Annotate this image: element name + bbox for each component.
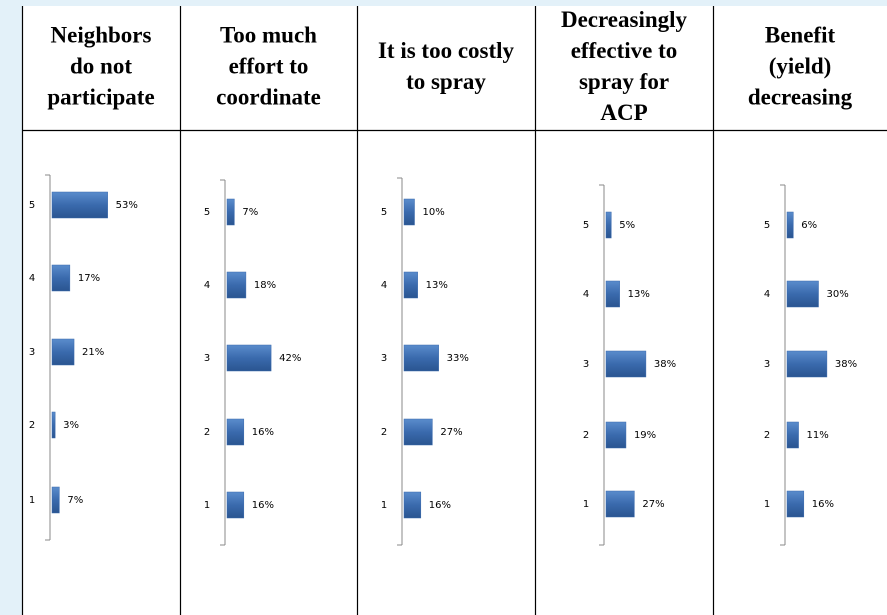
bar xyxy=(605,280,620,308)
category-label: 5 xyxy=(29,200,35,211)
bar xyxy=(226,271,247,299)
category-label: 1 xyxy=(204,500,210,511)
category-label: 5 xyxy=(204,207,210,218)
category-label: 5 xyxy=(381,207,387,218)
category-label: 2 xyxy=(583,430,589,441)
category-label: 5 xyxy=(583,220,589,231)
category-label: 4 xyxy=(381,280,387,291)
value-label: 16% xyxy=(252,427,274,438)
bar xyxy=(605,211,612,239)
value-label: 6% xyxy=(801,220,817,231)
value-label: 27% xyxy=(642,499,664,510)
value-label: 18% xyxy=(254,280,276,291)
value-label: 53% xyxy=(116,200,138,211)
column-header: It is too costly xyxy=(378,38,515,63)
value-label: 27% xyxy=(440,427,462,438)
value-label: 38% xyxy=(654,359,676,370)
bar xyxy=(226,418,245,446)
value-label: 42% xyxy=(279,353,301,364)
value-label: 11% xyxy=(807,430,829,441)
bar xyxy=(51,191,108,219)
value-label: 16% xyxy=(252,500,274,511)
value-label: 38% xyxy=(835,359,857,370)
bar xyxy=(786,421,799,449)
value-label: 30% xyxy=(827,289,849,300)
column-header: decreasing xyxy=(748,84,853,109)
category-label: 4 xyxy=(29,273,35,284)
column-header: ACP xyxy=(600,100,647,125)
bar xyxy=(226,491,245,519)
category-label: 1 xyxy=(381,500,387,511)
column-header: coordinate xyxy=(216,84,321,109)
value-label: 33% xyxy=(447,353,469,364)
value-label: 13% xyxy=(426,280,448,291)
category-label: 3 xyxy=(381,353,387,364)
bar xyxy=(786,280,819,308)
value-label: 19% xyxy=(634,430,656,441)
value-label: 7% xyxy=(67,495,83,506)
category-label: 4 xyxy=(204,280,210,291)
column-header: effort to xyxy=(229,53,309,78)
bar xyxy=(403,271,418,299)
value-label: 16% xyxy=(812,499,834,510)
category-label: 1 xyxy=(29,495,35,506)
category-label: 4 xyxy=(764,289,770,300)
bar xyxy=(51,486,60,514)
column-header: to spray xyxy=(406,69,486,94)
bar xyxy=(403,198,415,226)
bar xyxy=(786,350,828,378)
category-label: 1 xyxy=(764,499,770,510)
value-label: 17% xyxy=(78,273,100,284)
category-label: 4 xyxy=(583,289,589,300)
bar xyxy=(605,421,627,449)
column-header: participate xyxy=(47,84,154,109)
category-label: 2 xyxy=(381,427,387,438)
bar xyxy=(786,490,805,518)
column-header: spray for xyxy=(579,69,669,94)
table-grid xyxy=(21,6,887,615)
column-header: effective to xyxy=(571,38,678,63)
bar xyxy=(51,264,71,292)
value-label: 16% xyxy=(429,500,451,511)
category-label: 3 xyxy=(204,353,210,364)
value-label: 13% xyxy=(628,289,650,300)
value-label: 21% xyxy=(82,347,104,358)
bar xyxy=(786,211,794,239)
bar xyxy=(403,491,422,519)
column-header: do not xyxy=(70,53,132,78)
bar xyxy=(226,198,235,226)
column-header: (yield) xyxy=(769,53,832,78)
bar xyxy=(403,344,439,372)
category-label: 2 xyxy=(204,427,210,438)
bar xyxy=(51,411,56,439)
category-label: 3 xyxy=(583,359,589,370)
bar xyxy=(226,344,272,372)
value-label: 10% xyxy=(423,207,445,218)
category-label: 5 xyxy=(764,220,770,231)
category-label: 2 xyxy=(29,420,35,431)
category-label: 1 xyxy=(583,499,589,510)
column-header: Neighbors xyxy=(51,22,152,47)
column-header: Decreasingly xyxy=(561,7,688,32)
category-label: 2 xyxy=(764,430,770,441)
table-background xyxy=(22,6,887,615)
bar xyxy=(605,350,647,378)
category-label: 3 xyxy=(764,359,770,370)
category-label: 3 xyxy=(29,347,35,358)
value-label: 7% xyxy=(242,207,258,218)
bar xyxy=(403,418,433,446)
column-header: Too much xyxy=(220,22,317,47)
value-label: 3% xyxy=(63,420,79,431)
value-label: 5% xyxy=(619,220,635,231)
bar xyxy=(605,490,635,518)
column-header: Benefit xyxy=(765,22,836,47)
bar xyxy=(51,338,75,366)
